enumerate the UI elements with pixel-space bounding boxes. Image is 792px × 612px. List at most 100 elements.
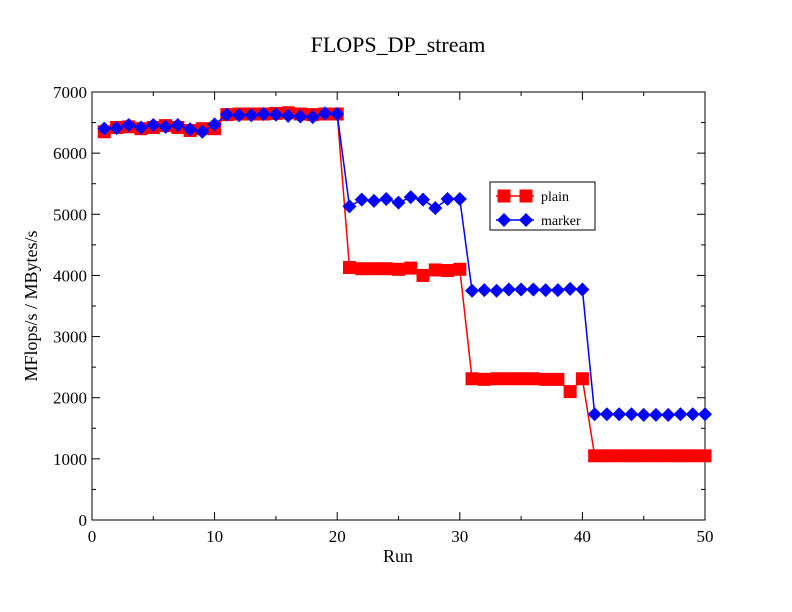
legend-label-plain: plain bbox=[541, 190, 569, 205]
series-layer bbox=[97, 106, 712, 463]
data-point-marker bbox=[293, 109, 308, 124]
y-tick-label: 2000 bbox=[53, 389, 87, 408]
data-point-marker bbox=[563, 281, 578, 296]
x-tick-label: 50 bbox=[697, 527, 714, 546]
data-point-plain bbox=[441, 264, 455, 278]
data-point-plain bbox=[624, 449, 638, 463]
data-point-marker bbox=[501, 282, 516, 297]
x-tick-label: 20 bbox=[329, 527, 346, 546]
x-tick-label: 0 bbox=[88, 527, 97, 546]
data-point-marker bbox=[403, 190, 418, 205]
data-point-plain bbox=[637, 449, 651, 463]
data-point-marker bbox=[698, 407, 712, 422]
data-point-plain bbox=[588, 449, 602, 463]
chart-title: FLOPS_DP_stream bbox=[311, 32, 486, 57]
x-axis-label: Run bbox=[383, 546, 413, 566]
data-point-marker bbox=[575, 282, 590, 297]
series-line-plain bbox=[104, 112, 705, 457]
y-tick-label: 0 bbox=[79, 511, 88, 530]
data-point-marker bbox=[636, 407, 651, 422]
data-point-marker bbox=[109, 121, 124, 136]
y-tick-label: 3000 bbox=[53, 328, 87, 347]
data-point-plain bbox=[673, 449, 687, 463]
legend-marker-marker bbox=[519, 213, 533, 227]
data-point-plain bbox=[502, 372, 516, 386]
data-point-marker bbox=[244, 108, 259, 123]
data-point-marker bbox=[477, 283, 492, 298]
data-point-plain bbox=[600, 449, 614, 463]
data-point-marker bbox=[550, 283, 565, 298]
data-point-plain bbox=[465, 372, 479, 386]
data-point-marker bbox=[146, 118, 161, 133]
data-point-plain bbox=[649, 449, 663, 463]
data-point-marker bbox=[452, 192, 467, 206]
legend-marker-plain bbox=[497, 189, 511, 203]
data-point-marker bbox=[416, 192, 431, 207]
y-tick-label: 4000 bbox=[53, 266, 87, 285]
data-point-plain bbox=[526, 372, 540, 386]
data-point-marker bbox=[624, 407, 639, 422]
data-point-plain bbox=[453, 262, 467, 276]
data-point-plain bbox=[612, 449, 626, 463]
data-point-marker bbox=[134, 120, 149, 135]
data-point-marker bbox=[489, 283, 504, 298]
data-point-plain bbox=[698, 449, 712, 463]
data-point-marker bbox=[268, 107, 283, 122]
data-point-marker bbox=[317, 106, 332, 121]
data-point-marker bbox=[514, 282, 529, 297]
legend-marker-marker bbox=[497, 213, 511, 227]
data-point-marker bbox=[232, 108, 247, 123]
legend-marker-plain bbox=[519, 189, 533, 203]
data-point-marker bbox=[256, 107, 271, 122]
data-point-marker bbox=[587, 407, 602, 422]
data-point-marker bbox=[526, 282, 541, 297]
legend: plain marker bbox=[489, 181, 596, 231]
data-point-marker bbox=[219, 107, 234, 122]
data-point-marker bbox=[428, 201, 443, 216]
data-point-marker bbox=[599, 407, 614, 422]
data-point-plain bbox=[575, 372, 589, 386]
data-point-plain bbox=[539, 372, 553, 386]
data-point-marker bbox=[612, 407, 627, 422]
data-point-marker bbox=[673, 407, 688, 422]
data-point-plain bbox=[490, 372, 504, 386]
data-point-marker bbox=[121, 118, 136, 133]
data-point-plain bbox=[367, 262, 381, 276]
data-point-marker bbox=[281, 108, 296, 123]
y-tick-label: 6000 bbox=[53, 144, 87, 163]
data-point-marker bbox=[440, 192, 455, 206]
y-tick-label: 7000 bbox=[53, 83, 87, 102]
data-point-marker bbox=[685, 407, 700, 422]
data-point-plain bbox=[551, 372, 565, 386]
x-tick-label: 40 bbox=[574, 527, 591, 546]
data-point-marker bbox=[330, 107, 345, 122]
data-point-marker bbox=[158, 119, 173, 134]
data-point-marker bbox=[305, 110, 320, 125]
y-tick-label: 1000 bbox=[53, 450, 87, 469]
data-point-plain bbox=[392, 262, 405, 276]
data-point-marker bbox=[170, 118, 185, 133]
data-point-marker bbox=[183, 122, 198, 137]
data-point-plain bbox=[404, 261, 418, 275]
data-point-plain bbox=[514, 372, 528, 386]
data-point-plain bbox=[686, 449, 700, 463]
data-point-marker bbox=[366, 193, 381, 208]
axis-ticks: 0 10 20 30 40 50 0 1000 2000 3000 4000 5000 6000 7000 bbox=[53, 83, 714, 546]
x-tick-label: 10 bbox=[206, 527, 223, 546]
y-axis-label: MFlops/s / MBytes/s bbox=[21, 230, 41, 381]
data-point-marker bbox=[354, 192, 369, 207]
y-tick-label: 5000 bbox=[53, 205, 87, 224]
data-point-plain bbox=[661, 449, 675, 463]
data-point-marker bbox=[465, 283, 480, 298]
data-point-marker bbox=[538, 283, 553, 298]
data-point-marker bbox=[195, 124, 210, 139]
data-point-plain bbox=[416, 268, 430, 282]
data-point-marker bbox=[379, 192, 394, 206]
data-point-marker bbox=[97, 121, 112, 136]
data-point-marker bbox=[207, 117, 222, 132]
data-point-plain bbox=[477, 372, 491, 386]
data-point-marker bbox=[342, 199, 357, 214]
data-point-plain bbox=[379, 262, 393, 276]
data-point-plain bbox=[342, 260, 356, 274]
